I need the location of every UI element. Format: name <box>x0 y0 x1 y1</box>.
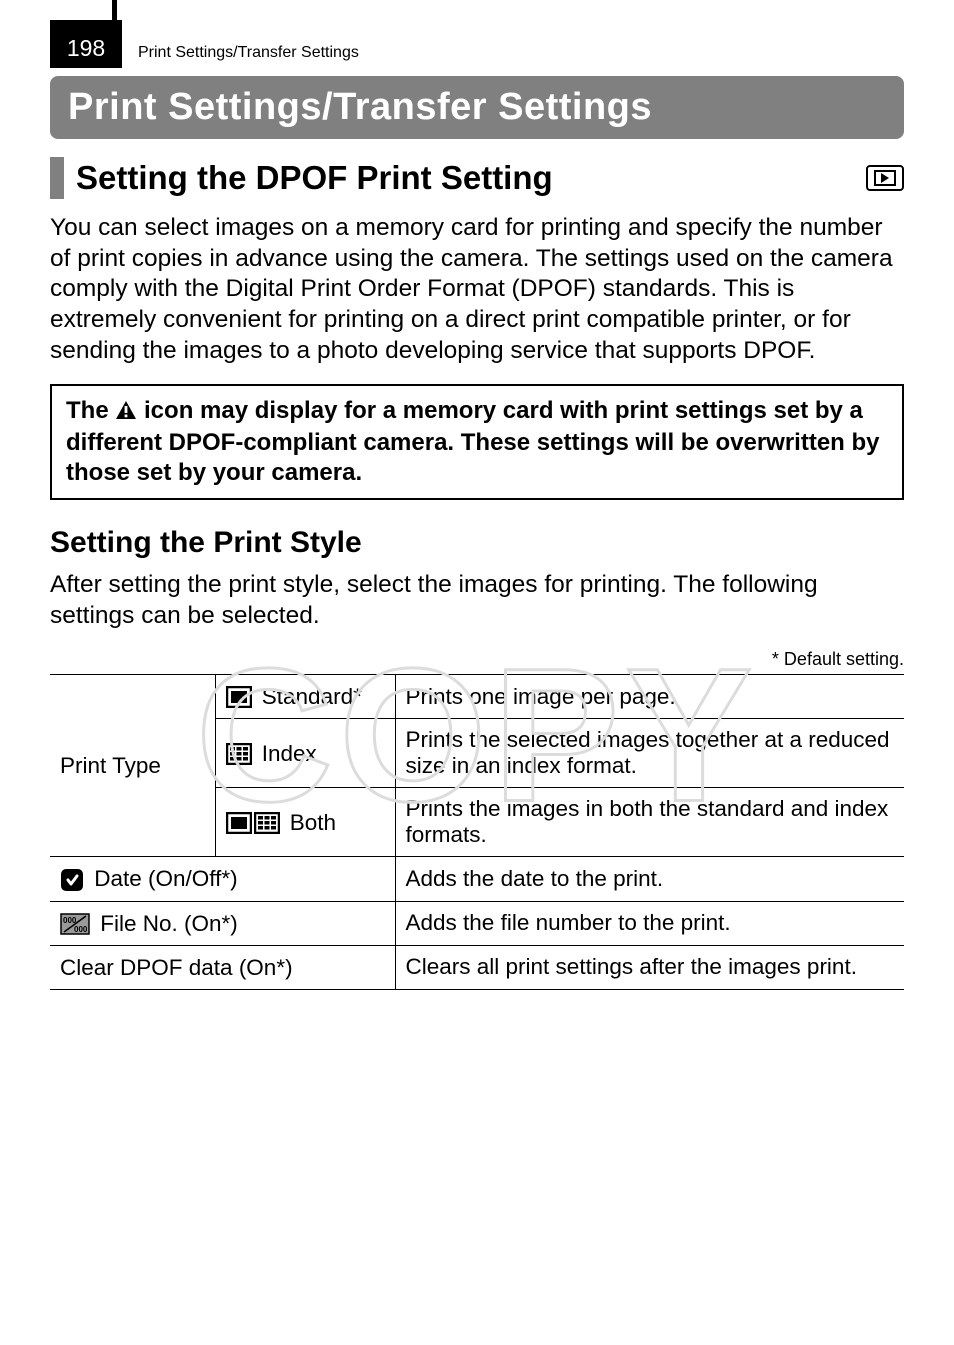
fileno-icon: 000000 <box>60 913 90 935</box>
table-row: Clear DPOF data (On*) Clears all print s… <box>50 945 904 989</box>
section-heading-row: Setting the DPOF Print Setting <box>50 157 904 199</box>
running-head: Print Settings/Transfer Settings <box>138 44 359 68</box>
desc-cell: Prints the images in both the standard a… <box>395 788 904 857</box>
table-row: 000000 File No. (On*) Adds the file numb… <box>50 901 904 945</box>
section-accent-bar <box>50 157 64 199</box>
playback-inner-icon <box>874 170 896 186</box>
subsection-heading: Setting the Print Style <box>50 526 904 560</box>
desc-cell: Prints the selected images together at a… <box>395 719 904 788</box>
intro-paragraph: You can select images on a memory card f… <box>50 213 904 366</box>
desc-cell: Adds the date to the print. <box>395 857 904 901</box>
warning-text-post: icon may display for a memory card with … <box>66 397 880 486</box>
index-icon <box>226 743 252 765</box>
play-triangle-icon <box>881 173 889 183</box>
page-header: 198 Print Settings/Transfer Settings <box>50 20 904 68</box>
option-cell: Both <box>215 788 395 857</box>
option-label: Index <box>262 741 317 766</box>
chapter-title: Print Settings/Transfer Settings <box>50 76 904 139</box>
warning-triangle-icon <box>115 398 137 428</box>
option-cell: 000000 File No. (On*) <box>50 901 395 945</box>
warning-text-pre: The <box>66 397 115 424</box>
print-type-label-cell: Print Type <box>50 675 215 857</box>
table-row: Date (On/Off*) Adds the date to the prin… <box>50 857 904 901</box>
table-row: Print Type Standard* Prints one image pe… <box>50 675 904 719</box>
option-cell: Standard* <box>215 675 395 719</box>
option-label: Both <box>290 810 336 835</box>
page-root: 198 Print Settings/Transfer Settings Pri… <box>0 0 954 1345</box>
desc-cell: Prints one image per page. <box>395 675 904 719</box>
playback-mode-icon <box>866 165 904 191</box>
option-cell: Date (On/Off*) <box>50 857 395 901</box>
option-label: File No. (On*) <box>100 911 238 936</box>
option-cell: Index <box>215 719 395 788</box>
option-label: Standard* <box>262 684 362 709</box>
default-setting-note: * Default setting. <box>50 649 904 670</box>
option-label: Date (On/Off*) <box>94 867 237 892</box>
page-number: 198 <box>50 20 122 68</box>
subsection-intro: After setting the print style, select th… <box>50 570 904 631</box>
option-cell: Clear DPOF data (On*) <box>50 945 395 989</box>
desc-cell: Clears all print settings after the imag… <box>395 945 904 989</box>
standard-icon <box>226 686 252 708</box>
option-label: Clear DPOF data (On*) <box>60 955 293 980</box>
section-heading: Setting the DPOF Print Setting <box>76 159 866 197</box>
desc-cell: Adds the file number to the print. <box>395 901 904 945</box>
svg-text:000: 000 <box>74 925 88 934</box>
print-style-table: Print Type Standard* Prints one image pe… <box>50 674 904 989</box>
warning-box: The icon may display for a memory card w… <box>50 384 904 500</box>
both-icon <box>226 812 280 834</box>
date-icon <box>60 868 84 892</box>
